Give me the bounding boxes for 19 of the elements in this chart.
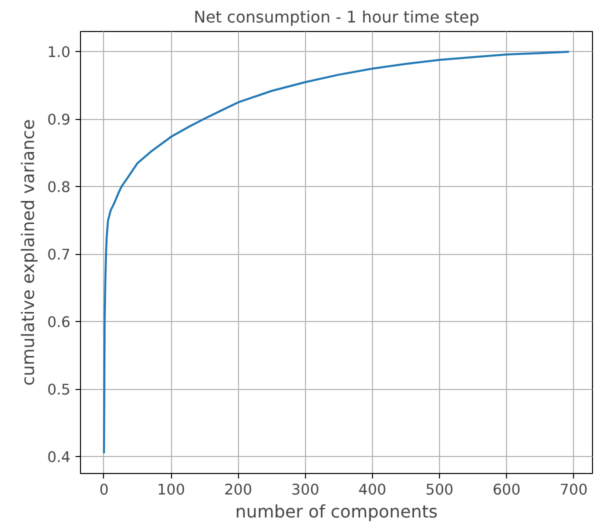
x-tick-label: 400 [358, 482, 386, 498]
line-series [102, 50, 570, 454]
x-tick-label: 600 [492, 482, 521, 498]
x-tick-label: 700 [560, 482, 588, 498]
y-tick-label: 0.7 [47, 246, 71, 264]
chart-title: Net consumption - 1 hour time step [194, 8, 480, 26]
y-tick-label: 0.6 [47, 314, 71, 332]
y-tick-label: 0.8 [47, 179, 71, 196]
x-tick-label: 500 [426, 482, 454, 498]
x-tick-label: 100 [157, 482, 186, 498]
y-tick-label: 1.0 [47, 44, 71, 62]
y-tick-label: 0.5 [47, 382, 71, 399]
x-axis-title: number of components [235, 502, 438, 522]
x-tick-label: 300 [291, 482, 320, 498]
y-axis-title: cumulative explained variance [19, 119, 40, 386]
y-tick-label: 0.4 [47, 449, 71, 466]
x-tick-label: 200 [224, 482, 252, 498]
y-tick-label: 0.9 [47, 112, 71, 129]
x-tick-label: 0 [99, 482, 109, 498]
